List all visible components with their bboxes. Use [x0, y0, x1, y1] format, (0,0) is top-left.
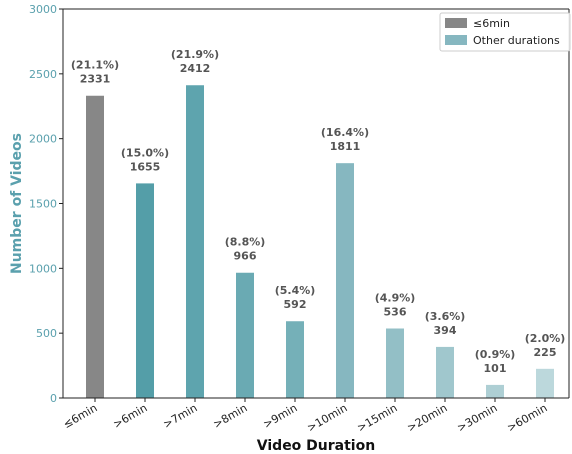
y-tick-label: 2500	[29, 68, 57, 81]
bar-7	[386, 328, 404, 398]
x-tick-label: >60min	[505, 401, 550, 434]
y-tick-label: 0	[50, 392, 57, 405]
bar-percent-label: (15.0%)	[121, 146, 169, 159]
x-tick-label: >15min	[355, 401, 400, 434]
x-tick-label: ≤6min	[61, 401, 100, 431]
x-tick-label: >6min	[111, 401, 150, 431]
bar-percent-label: (21.9%)	[171, 48, 219, 61]
bar-percent-label: (0.9%)	[475, 348, 516, 361]
legend-swatch	[445, 35, 467, 45]
legend-swatch	[445, 18, 467, 28]
y-tick-label: 1000	[29, 262, 57, 275]
y-tick-label: 500	[36, 327, 57, 340]
y-tick-label: 1500	[29, 198, 57, 211]
legend-frame	[439, 12, 571, 52]
bar-value-label: 2412	[180, 62, 211, 75]
legend-label: ≤6min	[473, 17, 510, 30]
bar-9	[486, 384, 504, 398]
bar-1	[86, 95, 104, 398]
x-tick-label: >10min	[305, 401, 350, 434]
bar-value-label: 1655	[130, 160, 161, 173]
bar-percent-label: (8.8%)	[225, 236, 266, 249]
bars-group	[86, 85, 554, 398]
bar-percent-label: (4.9%)	[375, 291, 416, 304]
bar-percent-label: (21.1%)	[71, 59, 119, 72]
bar-5	[286, 321, 304, 398]
x-tick-label: >30min	[455, 401, 500, 434]
bar-value-label: 592	[284, 298, 307, 311]
bar-8	[436, 346, 454, 398]
legend-label: Other durations	[473, 34, 560, 47]
bar-3	[186, 85, 204, 398]
bar-10	[536, 368, 554, 398]
bar-value-label: 536	[384, 305, 407, 318]
x-tick-label: >8min	[211, 401, 250, 431]
bar-value-label: 966	[234, 250, 257, 263]
x-tick-label: >7min	[161, 401, 200, 431]
bar-value-label: 101	[484, 362, 507, 375]
bar-6	[336, 163, 354, 398]
bar-percent-label: (5.4%)	[275, 284, 316, 297]
bar-4	[236, 272, 254, 398]
bar-value-label: 225	[534, 346, 557, 359]
bar-labels-group: (21.1%)2331 (15.0%)1655 (21.9%)2412 (8.8%)9…	[71, 48, 565, 375]
x-tick-label: >9min	[261, 401, 300, 431]
x-tick-label: >20min	[405, 401, 450, 434]
bar-percent-label: (2.0%)	[525, 332, 566, 345]
bar-value-label: 2331	[80, 73, 111, 86]
x-axis-title: Video Duration	[257, 438, 375, 454]
x-axis-ticks: ≤6min >6min >7min >8min >9min >10min >15min >20…	[61, 398, 550, 435]
bar-percent-label: (3.6%)	[425, 310, 466, 323]
bar-2	[136, 183, 154, 398]
legend: ≤6min Other durations	[439, 12, 571, 52]
bar-percent-label: (16.4%)	[321, 126, 369, 139]
y-tick-label: 3000	[29, 3, 57, 16]
bar-value-label: 394	[434, 324, 457, 337]
bar-value-label: 1811	[330, 140, 361, 153]
y-tick-label: 2000	[29, 133, 57, 146]
y-axis-ticks: 0 500 1000 1500 2000 2500 3000	[29, 3, 63, 405]
y-axis-title: Number of Videos	[9, 133, 25, 274]
